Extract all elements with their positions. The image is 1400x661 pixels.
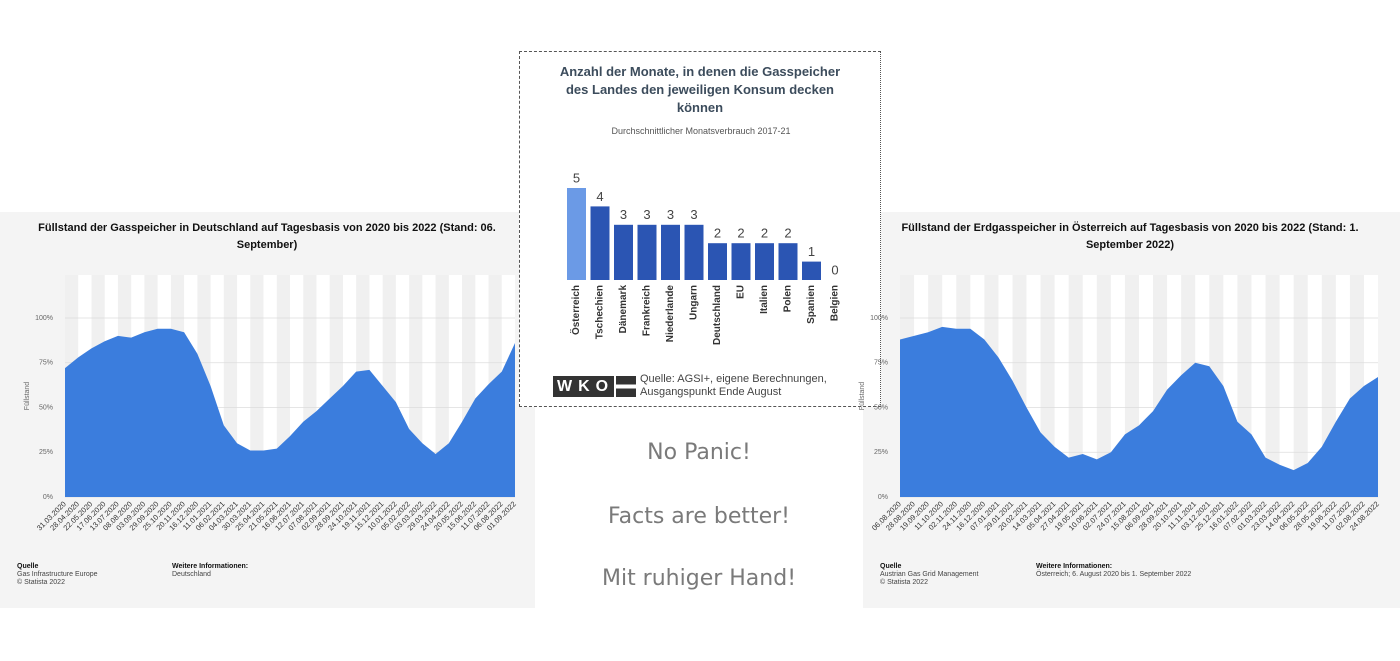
info-heading: Weitere Informationen: bbox=[172, 563, 249, 570]
chart-title: Füllstand der Erdgasspeicher in Österrei… bbox=[901, 222, 1359, 251]
source: Austrian Gas Grid Management bbox=[880, 571, 979, 578]
logo-text: WKO bbox=[553, 376, 615, 397]
info-block: Weitere Informationen: Österreich; 6. Au… bbox=[1036, 563, 1191, 579]
slide-text: No Panic! bbox=[647, 440, 751, 465]
copyright: © Statista 2022 bbox=[17, 579, 65, 586]
center-chart: Anzahl der Monate, in denen die Gasspeic… bbox=[519, 51, 881, 407]
info: Deutschland bbox=[172, 571, 211, 578]
panel-right bbox=[863, 212, 1400, 608]
source-heading: Quelle bbox=[880, 563, 902, 570]
source-heading: Quelle bbox=[17, 563, 39, 570]
slide-text: Facts are better! bbox=[607, 504, 790, 529]
chart-subtitle: Durchschnittlicher Monatsverbrauch 2017-… bbox=[611, 126, 791, 136]
chart-title: Füllstand der Gasspeicher in Deutschland… bbox=[38, 222, 496, 251]
logo: WKO bbox=[553, 376, 637, 397]
source-block: Quelle Gas Infrastructure Europe © Stati… bbox=[17, 563, 98, 587]
logo-bars bbox=[616, 376, 637, 397]
info: Österreich; 6. August 2020 bis 1. Septem… bbox=[1036, 571, 1192, 578]
copyright: © Statista 2022 bbox=[880, 579, 928, 586]
source: Quelle: AGSI+, eigene Berechnungen, Ausg… bbox=[640, 373, 827, 398]
source-block: Quelle Austrian Gas Grid Management © St… bbox=[880, 563, 978, 587]
panel-left bbox=[0, 212, 535, 608]
source: Gas Infrastructure Europe bbox=[17, 571, 98, 578]
chart-title: Anzahl der Monate, in denen die Gasspeic… bbox=[559, 64, 841, 115]
info-block: Weitere Informationen: Deutschland bbox=[172, 563, 248, 579]
slide-text: Mit ruhiger Hand! bbox=[601, 566, 797, 591]
info-heading: Weitere Informationen: bbox=[1036, 563, 1113, 570]
